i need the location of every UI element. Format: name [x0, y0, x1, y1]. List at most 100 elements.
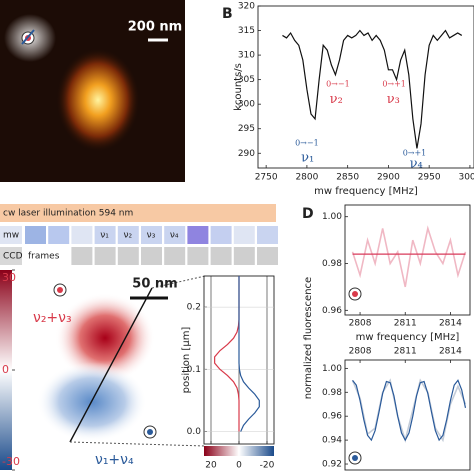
y-tick-label: 310 [238, 51, 255, 61]
annotation: ν₂ [330, 92, 343, 107]
annotation: 0→−1 [295, 138, 319, 147]
y-tick-label: 0.2 [187, 303, 201, 313]
nv-icon [21, 29, 35, 45]
ccd-cell [94, 247, 116, 265]
colorbar-tick-label: 0 [2, 363, 9, 376]
nv-icon [143, 425, 157, 439]
data-line [351, 225, 467, 288]
colorbar-tick-label: 30 [2, 271, 16, 284]
annotation: 0→+1 [403, 148, 427, 157]
ccd-cell [210, 247, 232, 265]
plot-frame [344, 359, 471, 471]
ccd-cell [233, 247, 255, 265]
data-line [282, 29, 463, 149]
y-tick-label: 0.96 [322, 412, 342, 422]
mw-cell [25, 226, 46, 244]
y-tick-label: 0.98 [322, 259, 342, 269]
combo-label: ν₁+ν₄ [95, 452, 134, 468]
plot-frame [344, 204, 471, 316]
ccd-cell [71, 247, 93, 265]
y-tick-label: 0.98 [322, 388, 342, 398]
x-tick-label: 2850 [336, 173, 359, 183]
x-axis-label: mw frequency [MHz] [356, 332, 460, 343]
mw-cell [117, 226, 139, 244]
y-tick-label: 0.1 [187, 365, 201, 375]
x-tick-label: 2750 [255, 173, 278, 183]
ccd-cell [117, 247, 139, 265]
x-tick-label: 2814 [439, 319, 462, 329]
data-line [352, 379, 467, 442]
y-tick-label: 1.00 [322, 364, 342, 374]
row-label-bg [0, 226, 22, 244]
mw-cell [233, 226, 255, 244]
mw-cell [71, 226, 93, 244]
row-label-bg [0, 247, 22, 265]
panel-label: D [302, 206, 314, 222]
mw-cell [164, 226, 186, 244]
y-tick-label: 0.96 [322, 306, 342, 316]
y-tick-label: 300 [238, 100, 255, 110]
y-tick-label: 295 [238, 124, 255, 134]
y-axis-label: normalized fluorescence [303, 277, 314, 399]
ccd-cell [257, 247, 278, 265]
annotation: ν₄ [410, 157, 423, 172]
nv-icon [348, 451, 362, 465]
guide [69, 441, 206, 447]
x-tick-label: 20 [205, 461, 217, 471]
y-tick-label: 290 [238, 149, 255, 159]
y-axis-label: position [μm] [181, 327, 192, 394]
pulse-label: ν₄ [170, 231, 179, 241]
annotation: ν₃ [387, 92, 400, 107]
mw-cell [48, 226, 70, 244]
laser-label: cw laser illumination 594 nm [3, 209, 133, 219]
data-line [238, 276, 260, 432]
y-tick-label: 0.92 [322, 460, 342, 470]
y-tick-label: 315 [238, 26, 255, 36]
linecut [69, 287, 153, 443]
x-tick-label: 2808 [349, 347, 372, 357]
y-tick-label: 0.0 [187, 427, 202, 437]
colorbar [0, 270, 12, 470]
annotation: ν₁ [301, 151, 314, 166]
frames-label: frames [28, 252, 60, 262]
ccd-cell [141, 247, 162, 265]
x-tick-label: 2900 [377, 173, 400, 183]
panel-label: B [222, 6, 233, 22]
y-tick-label: 305 [238, 75, 255, 85]
plot-frame [257, 5, 474, 169]
ccd-cell [164, 247, 186, 265]
annotation: 0→−1 [326, 80, 350, 89]
mw-cell [94, 226, 116, 244]
nv-icon [348, 287, 362, 301]
x-tick-label: 2808 [349, 319, 372, 329]
mw-cell [257, 226, 278, 244]
emitter-spot [56, 48, 140, 152]
scale-label: 200 nm [128, 20, 182, 35]
pulse-label: ν₂ [123, 231, 132, 241]
x-tick-label: 0 [236, 461, 242, 471]
x-tick-label: 2950 [418, 173, 441, 183]
ccd-label: CCD [3, 252, 23, 262]
x-axis-label: mw frequency [MHz] [314, 186, 418, 197]
laser-bar [0, 204, 276, 222]
y-tick-label: 320 [238, 2, 255, 12]
y-tick-label: 1.00 [322, 212, 342, 222]
annotation: 0→+1 [382, 80, 406, 89]
x-tick-label: 2811 [394, 347, 417, 357]
nv-icon [53, 283, 67, 297]
guide [151, 275, 206, 289]
scale-label: 50 nm [132, 277, 177, 292]
x-tick-label: -20 [260, 461, 275, 471]
data-line [214, 276, 240, 432]
ccd-cell [187, 247, 209, 265]
profile-colorbar [204, 446, 274, 456]
x-tick-label: 2800 [295, 173, 318, 183]
mw-label: mw [3, 231, 19, 241]
x-tick-label: 3000 [458, 173, 474, 183]
mw-cell [141, 226, 162, 244]
pulse-label: ν₃ [147, 231, 156, 241]
y-tick-label: 0.94 [322, 436, 342, 446]
mw-cell [187, 226, 209, 244]
x-tick-label: 2814 [439, 347, 462, 357]
